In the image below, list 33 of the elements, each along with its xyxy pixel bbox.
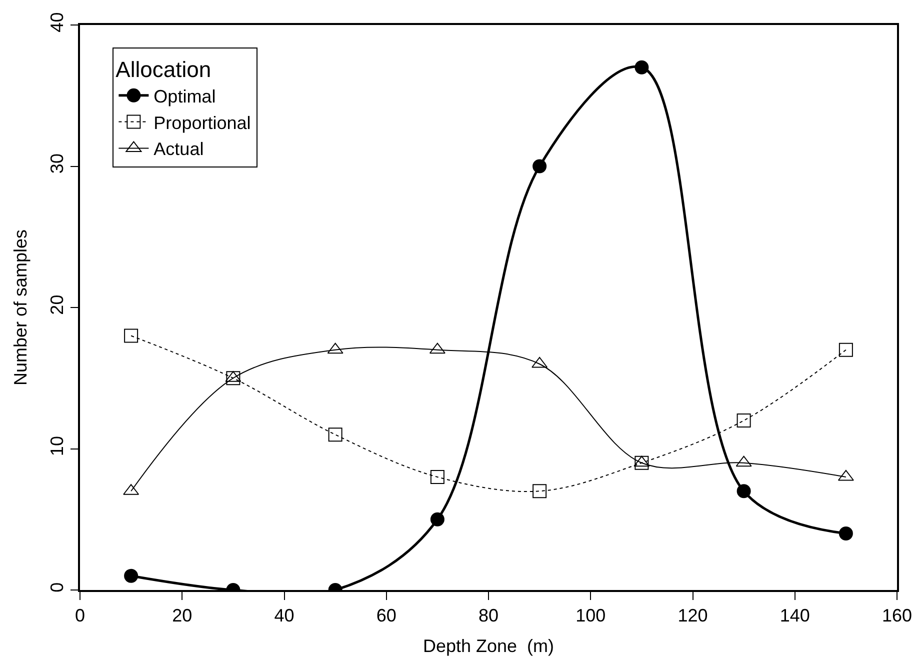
x-tick-label: 120 [678, 605, 708, 626]
y-tick-label: 10 [47, 436, 68, 456]
x-tick-label: 40 [274, 605, 294, 626]
x-axis-title: Depth Zone (m) [422, 636, 554, 656]
legend-title: Allocation [116, 57, 212, 82]
legend-label: Actual [154, 139, 204, 160]
x-tick-label: 60 [376, 605, 396, 626]
point [124, 328, 138, 343]
y-tick-label: 0 [47, 582, 68, 592]
point [736, 414, 751, 428]
point [838, 342, 853, 357]
x-tick-label: 140 [780, 605, 810, 626]
legend-label: Proportional [154, 112, 251, 133]
x-tick-label: 80 [478, 605, 499, 626]
point [328, 428, 342, 442]
point [736, 484, 751, 498]
point [124, 568, 138, 583]
y-axis-title: Number of samples [10, 229, 31, 386]
point [430, 512, 444, 526]
y-tick-label: 30 [47, 154, 68, 174]
y-tick-label: 40 [47, 12, 68, 32]
point [634, 60, 649, 74]
point [532, 159, 547, 174]
point [838, 526, 853, 540]
y-tick-label: 20 [47, 294, 68, 315]
x-tick-label: 20 [172, 605, 192, 626]
legend-label: Optimal [154, 86, 216, 106]
x-tick-label: 100 [576, 605, 606, 626]
point [226, 371, 240, 386]
x-tick-label: 160 [882, 605, 912, 626]
point [430, 470, 444, 484]
x-tick-label: 0 [74, 605, 86, 626]
point [532, 484, 547, 498]
